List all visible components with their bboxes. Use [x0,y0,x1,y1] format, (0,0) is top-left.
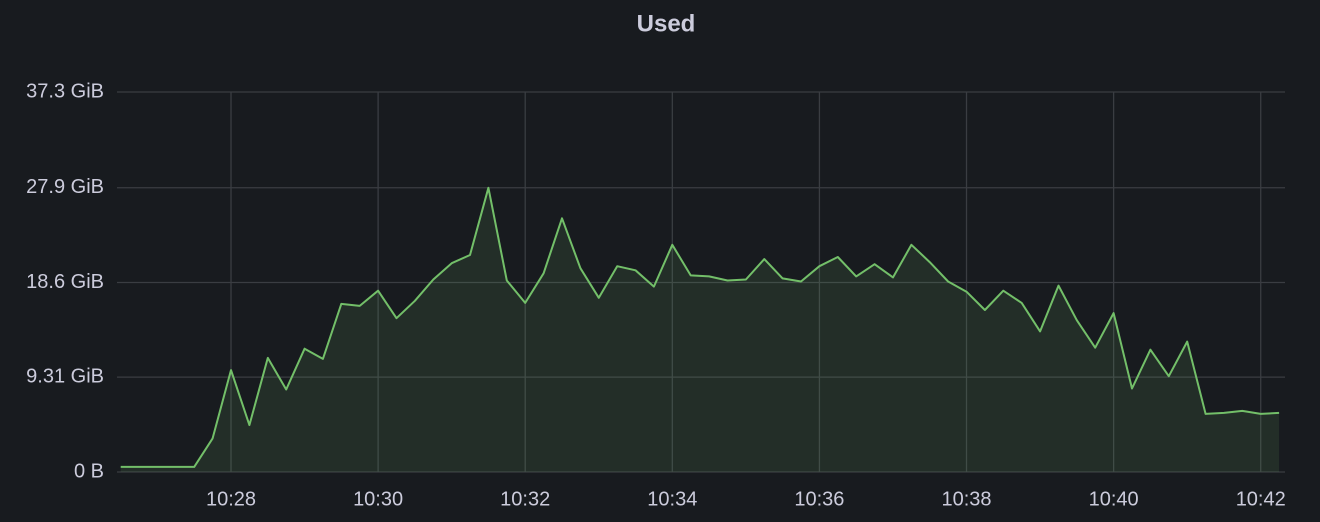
y-tick-label: 27.9 GiB [26,176,104,198]
x-tick-label: 10:40 [1089,488,1139,510]
x-tick-label: 10:38 [941,488,991,510]
chart-title: Used [637,10,696,37]
y-tick-label: 18.6 GiB [26,271,104,293]
area [120,187,1280,473]
x-tick-label: 10:34 [647,488,697,510]
x-tick-label: 10:30 [353,488,403,510]
x-tick-label: 10:42 [1236,488,1286,510]
y-tick-label: 9.31 GiB [26,365,104,387]
x-tick-label: 10:36 [794,488,844,510]
y-tick-label: 37.3 GiB [26,80,104,102]
x-tick-label: 10:32 [500,488,550,510]
line [120,186,1280,468]
x-tick-label: 10:28 [206,488,256,510]
y-tick-label: 0 B [74,460,104,482]
